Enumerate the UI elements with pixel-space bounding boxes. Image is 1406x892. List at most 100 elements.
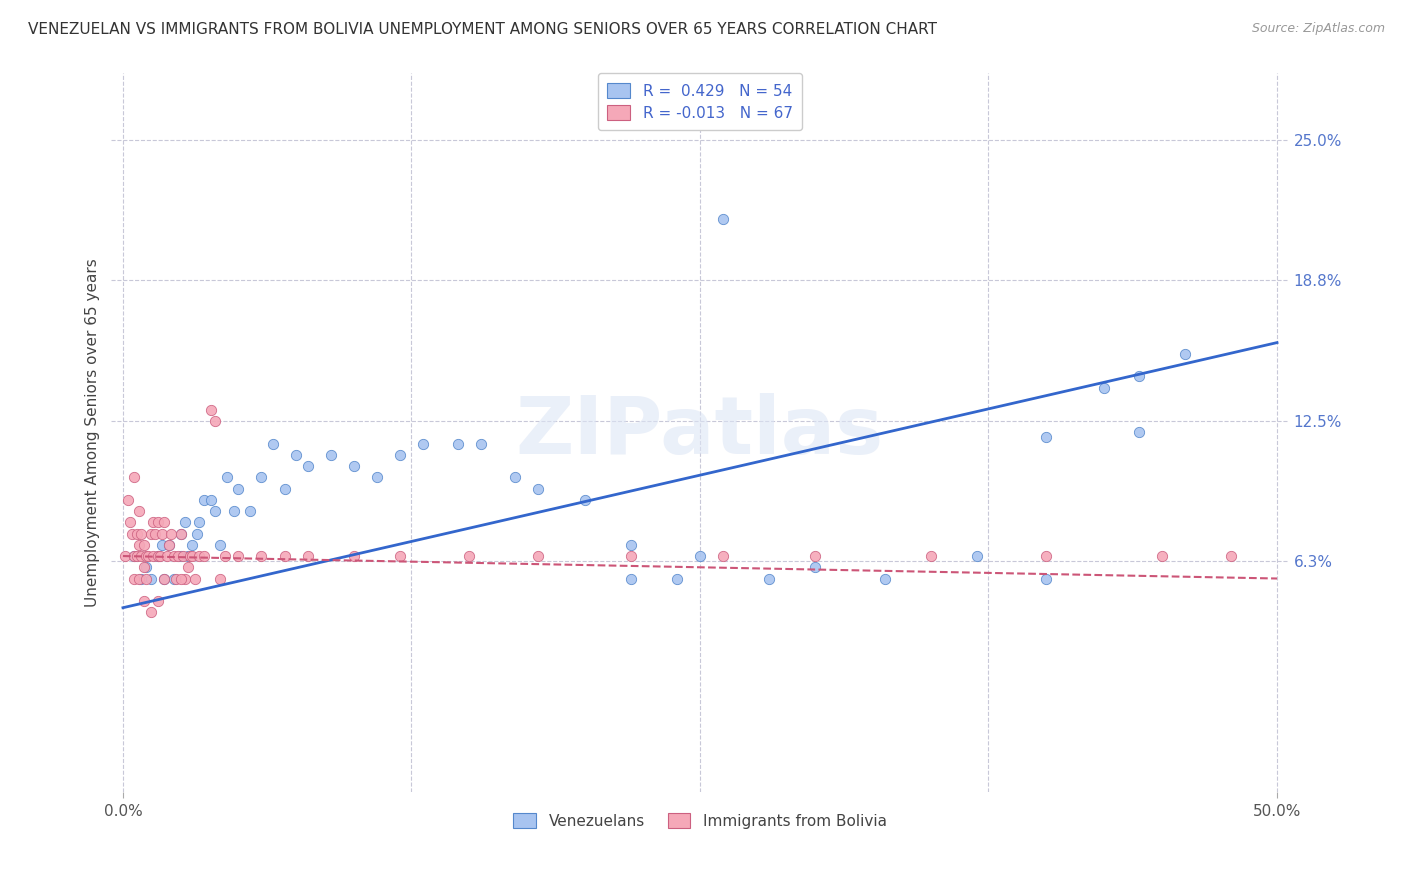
Point bbox=[131, 526, 153, 541]
Point bbox=[150, 526, 173, 541]
Point bbox=[1035, 430, 1057, 444]
Point bbox=[285, 448, 308, 462]
Point bbox=[1092, 380, 1115, 394]
Point bbox=[146, 549, 169, 563]
Point bbox=[131, 572, 153, 586]
Point bbox=[165, 572, 187, 586]
Point bbox=[620, 549, 643, 563]
Point bbox=[139, 526, 162, 541]
Point bbox=[128, 504, 150, 518]
Text: Source: ZipAtlas.com: Source: ZipAtlas.com bbox=[1251, 22, 1385, 36]
Point bbox=[222, 504, 245, 518]
Point bbox=[193, 492, 215, 507]
Point bbox=[262, 436, 284, 450]
Point bbox=[142, 516, 165, 530]
Point bbox=[1035, 572, 1057, 586]
Point bbox=[204, 504, 226, 518]
Y-axis label: Unemployment Among Seniors over 65 years: Unemployment Among Seniors over 65 years bbox=[86, 258, 100, 607]
Point bbox=[132, 594, 155, 608]
Point bbox=[1174, 347, 1197, 361]
Point bbox=[273, 549, 295, 563]
Point bbox=[343, 459, 366, 474]
Point bbox=[169, 526, 191, 541]
Point bbox=[574, 492, 596, 507]
Point bbox=[149, 549, 172, 563]
Point bbox=[114, 549, 136, 563]
Point bbox=[157, 538, 180, 552]
Point bbox=[169, 526, 191, 541]
Point bbox=[1128, 425, 1150, 440]
Point bbox=[273, 482, 295, 496]
Point bbox=[208, 572, 231, 586]
Point bbox=[146, 516, 169, 530]
Point bbox=[146, 549, 169, 563]
Point bbox=[169, 572, 191, 586]
Point bbox=[214, 549, 236, 563]
Point bbox=[125, 549, 148, 563]
Point bbox=[388, 448, 411, 462]
Point bbox=[135, 549, 157, 563]
Point bbox=[446, 436, 468, 450]
Point bbox=[665, 572, 688, 586]
Point bbox=[228, 482, 250, 496]
Point bbox=[527, 482, 550, 496]
Point bbox=[124, 572, 146, 586]
Point bbox=[183, 572, 205, 586]
Point bbox=[458, 549, 481, 563]
Point bbox=[139, 572, 162, 586]
Point bbox=[132, 560, 155, 574]
Point bbox=[146, 594, 169, 608]
Point bbox=[181, 549, 204, 563]
Point bbox=[620, 538, 643, 552]
Point bbox=[188, 516, 211, 530]
Point bbox=[163, 549, 186, 563]
Point bbox=[804, 560, 827, 574]
Point bbox=[873, 572, 896, 586]
Point bbox=[388, 549, 411, 563]
Point bbox=[804, 549, 827, 563]
Point bbox=[193, 549, 215, 563]
Point bbox=[172, 549, 194, 563]
Point bbox=[157, 538, 180, 552]
Point bbox=[1128, 369, 1150, 384]
Point bbox=[179, 549, 201, 563]
Point bbox=[620, 572, 643, 586]
Point bbox=[1150, 549, 1173, 563]
Point bbox=[124, 470, 146, 484]
Point bbox=[167, 549, 190, 563]
Point bbox=[1035, 549, 1057, 563]
Point bbox=[153, 572, 176, 586]
Point bbox=[181, 538, 204, 552]
Text: ZIPatlas: ZIPatlas bbox=[516, 393, 884, 472]
Point bbox=[505, 470, 527, 484]
Point bbox=[128, 572, 150, 586]
Point bbox=[163, 572, 186, 586]
Point bbox=[228, 549, 250, 563]
Point bbox=[153, 516, 176, 530]
Point bbox=[297, 549, 319, 563]
Point bbox=[188, 549, 211, 563]
Point bbox=[527, 549, 550, 563]
Point bbox=[239, 504, 262, 518]
Point bbox=[758, 572, 780, 586]
Point bbox=[118, 516, 141, 530]
Point bbox=[412, 436, 434, 450]
Point bbox=[200, 492, 222, 507]
Point bbox=[1219, 549, 1241, 563]
Point bbox=[153, 572, 176, 586]
Point bbox=[125, 526, 148, 541]
Point bbox=[208, 538, 231, 552]
Point bbox=[343, 549, 366, 563]
Point bbox=[160, 526, 183, 541]
Point bbox=[176, 549, 198, 563]
Point bbox=[215, 470, 238, 484]
Legend: Venezuelans, Immigrants from Bolivia: Venezuelans, Immigrants from Bolivia bbox=[508, 806, 893, 835]
Point bbox=[250, 549, 273, 563]
Point bbox=[169, 549, 191, 563]
Point bbox=[121, 526, 143, 541]
Point bbox=[920, 549, 942, 563]
Point bbox=[966, 549, 988, 563]
Point bbox=[711, 212, 734, 227]
Point bbox=[131, 549, 153, 563]
Point bbox=[150, 538, 173, 552]
